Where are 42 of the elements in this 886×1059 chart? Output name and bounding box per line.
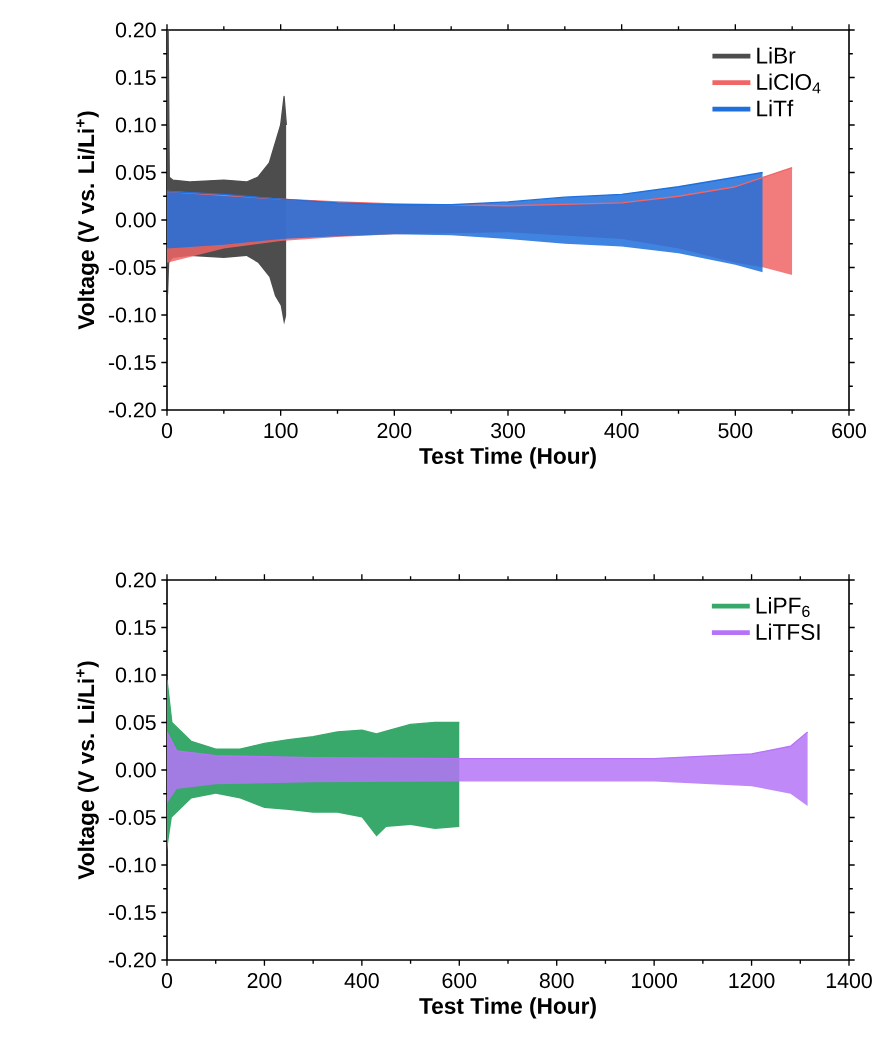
y-tick-label: 0.10 [115,667,156,683]
y-tick-label: -0.10 [108,307,156,323]
x-tick-label: 100 [264,423,298,439]
x-tick-label: 300 [491,423,525,439]
y-tick-label: 0.10 [115,117,156,133]
legend-label: LiPF$_{6}$ [756,597,810,618]
y-tick-label: 0.20 [115,572,156,588]
x-tick-label: 600 [832,423,866,439]
x-tick-label: 800 [539,973,574,989]
y-tick-label: 0.20 [115,22,156,38]
y-tick-label: -0.15 [108,354,156,371]
x-tick-label: 500 [718,423,753,439]
y-tick-label: -0.15 [108,904,156,921]
x-tick-label: 600 [442,973,477,989]
x-tick-label: 1400 [826,973,872,989]
x-tick-label: 0 [161,423,173,439]
y-tick-label: 0.05 [115,714,156,731]
y-tick-label: -0.05 [108,809,156,826]
y-tick-label: 0.00 [115,212,156,228]
x-tick-label: 1000 [632,973,678,989]
legend-label: LiTFSI [756,623,820,641]
x-tick-label: 400 [344,973,379,989]
x-tick-label: 200 [247,973,282,989]
y-tick-label: -0.20 [108,402,156,418]
x-axis-title: Test Time (Hour) [419,997,596,1019]
x-tick-label: 0 [161,973,173,989]
y-tick-label: 0.05 [115,164,156,181]
x-tick-label: 1200 [729,973,775,989]
y-axis-title: Voltage (V vs. Li/Li$^{+}$) [76,111,99,330]
y-tick-label: 0.00 [115,762,156,778]
y-tick-label: -0.05 [108,259,156,276]
y-tick-label: -0.20 [108,952,156,968]
y-tick-label: 0.15 [115,69,156,86]
legend-label: LiBr [757,47,796,64]
x-tick-label: 400 [604,423,639,439]
y-tick-label: 0.15 [115,619,156,636]
legend-label: LiClO$_{4}$ [757,73,821,94]
x-axis-title: Test Time (Hour) [419,447,596,469]
y-axis-title: Voltage (V vs. Li/Li$^{+}$) [76,661,99,880]
legend-label: LiTf [757,99,794,117]
y-tick-label: -0.10 [108,857,156,873]
x-tick-label: 200 [377,423,412,439]
